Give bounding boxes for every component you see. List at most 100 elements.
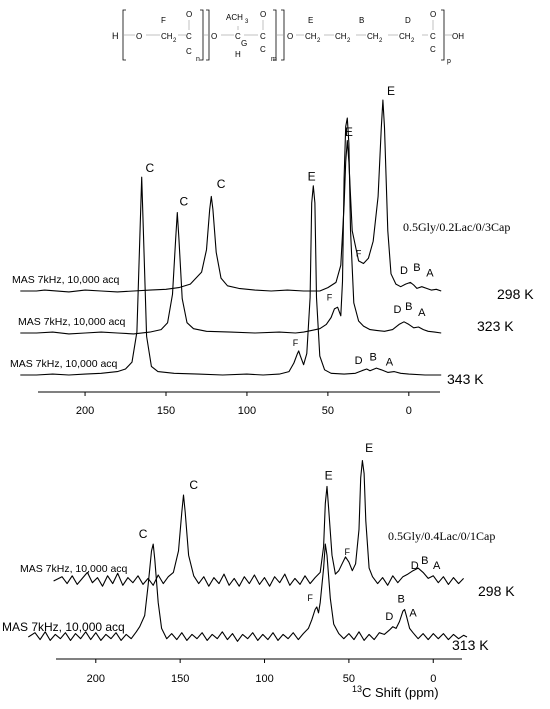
- x-axis-label: 13C Shift (ppm): [352, 684, 439, 700]
- x-tick-label: 50: [343, 673, 355, 685]
- bracket-p-right: [441, 9, 445, 61]
- x-tick-label: 200: [87, 673, 105, 685]
- peak-label: E: [365, 441, 373, 455]
- panel-bottom-title: 0.5Gly/0.4Lac/0/1Cap: [388, 529, 495, 543]
- label-d: D: [405, 16, 411, 25]
- temperature-label: 298 K: [497, 286, 534, 302]
- x-tick-label: 0: [406, 405, 412, 417]
- polymer-structure: [122, 9, 452, 61]
- h-atom: H: [235, 50, 241, 59]
- o-atom: O: [136, 32, 142, 41]
- spectrum-trace: [28, 543, 468, 642]
- label-b: B: [359, 16, 364, 25]
- c-carbonyl-2: C: [260, 32, 266, 41]
- peak-label: B: [421, 555, 428, 567]
- peak-label: C: [179, 195, 188, 209]
- peak-label: F: [356, 249, 362, 259]
- spectrum-trace: [20, 176, 442, 376]
- x-ticks-bottom: 200 150 100 50 0: [87, 659, 436, 685]
- o-carbonyl-3: O: [430, 10, 436, 19]
- peak-label: F: [327, 292, 333, 302]
- label-c-3: C: [430, 45, 436, 54]
- peak-label: E: [345, 125, 353, 139]
- x-ticks-top: 200 150 100 50 0: [76, 392, 412, 417]
- peak-label: A: [426, 267, 434, 279]
- o-carbonyl-2: O: [260, 10, 266, 19]
- x-tick-label: 200: [76, 405, 94, 417]
- x-tick-label: 0: [430, 673, 436, 685]
- peak-label: A: [418, 307, 426, 319]
- o-atom-3: O: [287, 32, 293, 41]
- peak-label: F: [293, 338, 299, 348]
- peak-label: D: [411, 560, 419, 572]
- x-tick-label: 150: [171, 673, 189, 685]
- acquisition-label: MAS 7kHz, 10,000 acq: [20, 563, 128, 575]
- peak-label: C: [217, 177, 226, 191]
- peak-label: B: [405, 301, 412, 313]
- ch2-d: CH: [399, 32, 411, 41]
- bracket-n-right: [200, 9, 204, 61]
- peak-label: E: [387, 84, 395, 98]
- x-tick-label: 100: [238, 405, 256, 417]
- c-methine: C: [235, 32, 241, 41]
- x-tick-label: 50: [322, 405, 334, 417]
- peak-label: B: [370, 351, 377, 363]
- ch2-2: CH: [335, 32, 347, 41]
- c-carbonyl-3: C: [430, 32, 436, 41]
- label-f: F: [161, 16, 166, 25]
- peak-label: D: [394, 304, 402, 316]
- spectrum-panel-bottom: 0.5Gly/0.4Lac/0/1Cap 200 150 100 50 0 MAS 7k…: [2, 441, 515, 700]
- label-g: G: [241, 39, 247, 48]
- peak-label: C: [145, 161, 154, 175]
- ch2-2-sub: 2: [347, 38, 351, 44]
- peak-label: A: [386, 357, 394, 369]
- subscript-n: n: [196, 56, 200, 63]
- label-e: E: [308, 16, 313, 25]
- label-c-1: C: [186, 47, 192, 56]
- peak-label: B: [413, 262, 420, 274]
- label-c-2: C: [260, 45, 266, 54]
- ch3-a: ACH: [226, 13, 243, 22]
- acquisition-label: MAS 7kHz, 10,000 acq: [18, 316, 126, 328]
- spectrum-trace: [20, 117, 442, 335]
- o-atom-2: O: [211, 32, 217, 41]
- subscript-p: p: [447, 58, 451, 65]
- spectrum-panel-top: 0.5Gly/0.2Lac/0/3Cap 200 150 100 50 0 MAS 7k…: [10, 84, 534, 417]
- temperature-label: 313 K: [452, 637, 489, 653]
- peak-label: F: [344, 547, 350, 557]
- bond-lines: [122, 20, 452, 36]
- peak-label: C: [139, 527, 148, 541]
- structure-text: H O F CH 2 O C C n O ACH 3 C G H O C C m…: [112, 10, 464, 65]
- temperature-label: 323 K: [477, 318, 514, 334]
- subscript-m: m: [271, 56, 277, 63]
- ch2-1: CH: [161, 32, 173, 41]
- end-h: H: [112, 31, 119, 41]
- peak-label: D: [355, 355, 363, 367]
- x-tick-label: 100: [255, 673, 273, 685]
- ch2-d-sub: 2: [411, 38, 415, 44]
- peak-label: E: [325, 469, 333, 483]
- ch2-e-sub: 2: [317, 38, 321, 44]
- spectrum-trace: [20, 99, 442, 293]
- acquisition-label: MAS 7kHz, 10,000 acq: [12, 274, 120, 286]
- ch3-a-sub: 3: [245, 19, 249, 25]
- peak-label: F: [307, 593, 313, 603]
- peak-label: D: [385, 611, 393, 623]
- o-carbonyl-1: O: [186, 10, 192, 19]
- peak-label: A: [409, 607, 417, 619]
- end-oh: OH: [452, 32, 464, 41]
- panel-top-title: 0.5Gly/0.2Lac/0/3Cap: [403, 220, 510, 234]
- ch2-1-sub: 2: [173, 38, 177, 44]
- spectrum-trace: [53, 460, 464, 587]
- ch2-e: CH: [305, 32, 317, 41]
- peak-label: B: [398, 594, 405, 606]
- temperature-label: 298 K: [478, 583, 515, 599]
- peak-label: A: [433, 560, 441, 572]
- ch2-b-sub: 2: [379, 38, 383, 44]
- peak-label: E: [308, 170, 316, 184]
- bracket-m-right: [273, 9, 277, 61]
- ch2-b: CH: [367, 32, 379, 41]
